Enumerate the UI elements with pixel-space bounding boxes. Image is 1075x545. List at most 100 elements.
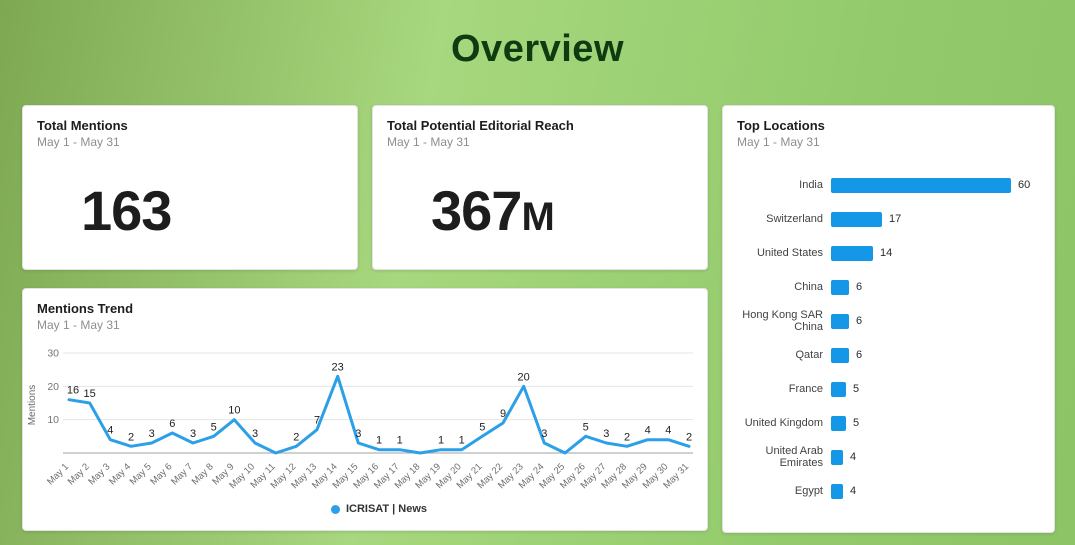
bar-row: France 5 bbox=[723, 372, 1056, 406]
bar-value-label: 60 bbox=[1018, 179, 1031, 191]
x-tick-label: May 4 bbox=[107, 461, 133, 487]
bar[interactable] bbox=[831, 177, 1011, 193]
bar-category-label: Egypt bbox=[794, 485, 823, 497]
page-title: Overview bbox=[451, 28, 624, 70]
bar-value-label: 4 bbox=[850, 485, 857, 497]
bar-row: Egypt 4 bbox=[723, 474, 1056, 508]
legend-dot-icon bbox=[330, 504, 340, 514]
point-label[interactable]: 16 bbox=[67, 385, 79, 397]
total-mentions-date-range: May 1 - May 31 bbox=[37, 135, 120, 149]
point-label[interactable]: 5 bbox=[211, 421, 217, 433]
point-label[interactable]: 20 bbox=[518, 371, 530, 383]
x-tick-label: May 1 bbox=[45, 461, 71, 487]
top-locations-title: Top Locations bbox=[737, 118, 825, 133]
bar[interactable] bbox=[831, 279, 849, 295]
point-label[interactable]: 4 bbox=[665, 425, 671, 437]
bar-row: United Kingdom 5 bbox=[723, 406, 1056, 440]
point-label[interactable]: 7 bbox=[314, 415, 320, 427]
point-label[interactable]: 23 bbox=[332, 361, 344, 373]
bar-category-label: United States bbox=[756, 247, 823, 259]
point-label[interactable]: 3 bbox=[149, 428, 155, 440]
point-label[interactable]: 1 bbox=[438, 435, 444, 447]
point-label[interactable]: 10 bbox=[228, 405, 240, 417]
total-mentions-title: Total Mentions bbox=[37, 118, 128, 133]
y-tick-label: 10 bbox=[47, 414, 59, 426]
bar-value-label: 14 bbox=[880, 247, 893, 259]
top-locations-card: Top Locations May 1 - May 31 India 60 Swit… bbox=[722, 105, 1055, 533]
y-tick-label: 20 bbox=[47, 381, 59, 393]
point-label[interactable]: 2 bbox=[293, 431, 299, 443]
total-reach-date-range: May 1 - May 31 bbox=[387, 135, 470, 149]
total-mentions-card: Total Mentions May 1 - May 31 163 bbox=[22, 105, 358, 270]
point-label[interactable]: 2 bbox=[686, 431, 692, 443]
total-reach-value: 367M bbox=[373, 149, 707, 239]
mentions-trend-title: Mentions Trend bbox=[37, 301, 134, 316]
bar-row: Switzerland 17 bbox=[723, 202, 1056, 236]
point-label[interactable]: 1 bbox=[376, 435, 382, 447]
x-tick-label: May 8 bbox=[190, 461, 216, 487]
trend-legend[interactable]: ICRISAT | News bbox=[64, 503, 694, 515]
bar-row: China 6 bbox=[723, 270, 1056, 304]
point-label[interactable]: 6 bbox=[169, 418, 175, 430]
bar-value-label: 17 bbox=[889, 213, 902, 225]
bar-value-label: 5 bbox=[853, 383, 860, 395]
total-mentions-value: 163 bbox=[81, 179, 172, 242]
bar-category-label: Switzerland bbox=[766, 213, 823, 225]
top-locations-bar-chart: India 60 Switzerland 17 United States 14 China… bbox=[723, 168, 1056, 508]
bar[interactable] bbox=[831, 381, 846, 397]
point-label[interactable]: 9 bbox=[500, 408, 506, 420]
total-reach-title: Total Potential Editorial Reach bbox=[387, 118, 574, 133]
bar-value-label: 6 bbox=[856, 349, 863, 361]
point-label[interactable]: 5 bbox=[479, 421, 485, 433]
bar-category-label: United Arab Emirates bbox=[765, 445, 823, 469]
y-axis-label: Mentions bbox=[27, 385, 38, 426]
bar-value-label: 6 bbox=[856, 315, 863, 327]
point-label[interactable]: 4 bbox=[107, 425, 113, 437]
point-label[interactable]: 4 bbox=[645, 425, 651, 437]
bar-row: India 60 bbox=[723, 168, 1056, 202]
point-label[interactable]: 5 bbox=[583, 421, 589, 433]
point-label[interactable]: 3 bbox=[603, 428, 609, 440]
x-tick-label: May 6 bbox=[148, 461, 174, 487]
x-tick-label: May 2 bbox=[66, 461, 92, 487]
mentions-trend-date-range: May 1 - May 31 bbox=[37, 318, 120, 332]
bar-row: Hong Kong SAR China 6 bbox=[723, 304, 1056, 338]
total-reach-card: Total Potential Editorial Reach May 1 - … bbox=[372, 105, 708, 270]
point-label[interactable]: 3 bbox=[541, 428, 547, 440]
mentions-trend-card: Mentions Trend May 1 - May 31 10 20 30 Ment… bbox=[22, 288, 708, 531]
bar[interactable] bbox=[831, 483, 843, 499]
bar[interactable] bbox=[831, 245, 873, 261]
point-label[interactable]: 2 bbox=[128, 431, 134, 443]
bar-row: United States 14 bbox=[723, 236, 1056, 270]
point-label[interactable]: 3 bbox=[252, 428, 258, 440]
bar-category-label: France bbox=[788, 383, 823, 395]
bar-category-label: Qatar bbox=[795, 349, 823, 361]
bar[interactable] bbox=[831, 313, 849, 329]
bar[interactable] bbox=[831, 347, 849, 363]
bar-category-label: China bbox=[794, 281, 823, 293]
x-tick-label: May 7 bbox=[169, 461, 195, 487]
x-tick-label: May 3 bbox=[86, 461, 112, 487]
trend-line[interactable] bbox=[67, 374, 691, 455]
bar-value-label: 6 bbox=[856, 281, 863, 293]
trend-legend-label: ICRISAT | News bbox=[345, 503, 428, 515]
x-tick-label: May 5 bbox=[128, 461, 154, 487]
bar-category-label: Hong Kong SAR China bbox=[742, 309, 823, 333]
bar-row: United Arab Emirates 4 bbox=[723, 440, 1056, 474]
point-label[interactable]: 1 bbox=[397, 435, 403, 447]
bar-row: Qatar 6 bbox=[723, 338, 1056, 372]
bar[interactable] bbox=[831, 415, 846, 431]
point-label[interactable]: 15 bbox=[84, 388, 96, 400]
bar-category-label: India bbox=[799, 179, 823, 191]
bar-category-label: United Kingdom bbox=[744, 417, 823, 429]
point-label[interactable]: 3 bbox=[355, 428, 361, 440]
bar[interactable] bbox=[831, 211, 882, 227]
point-label[interactable]: 2 bbox=[624, 431, 630, 443]
point-label[interactable]: 3 bbox=[190, 428, 196, 440]
top-locations-date-range: May 1 - May 31 bbox=[737, 135, 820, 149]
bar[interactable] bbox=[831, 449, 843, 465]
point-label[interactable]: 1 bbox=[459, 435, 465, 447]
bar-value-label: 5 bbox=[853, 417, 860, 429]
bar-value-label: 4 bbox=[850, 451, 857, 463]
